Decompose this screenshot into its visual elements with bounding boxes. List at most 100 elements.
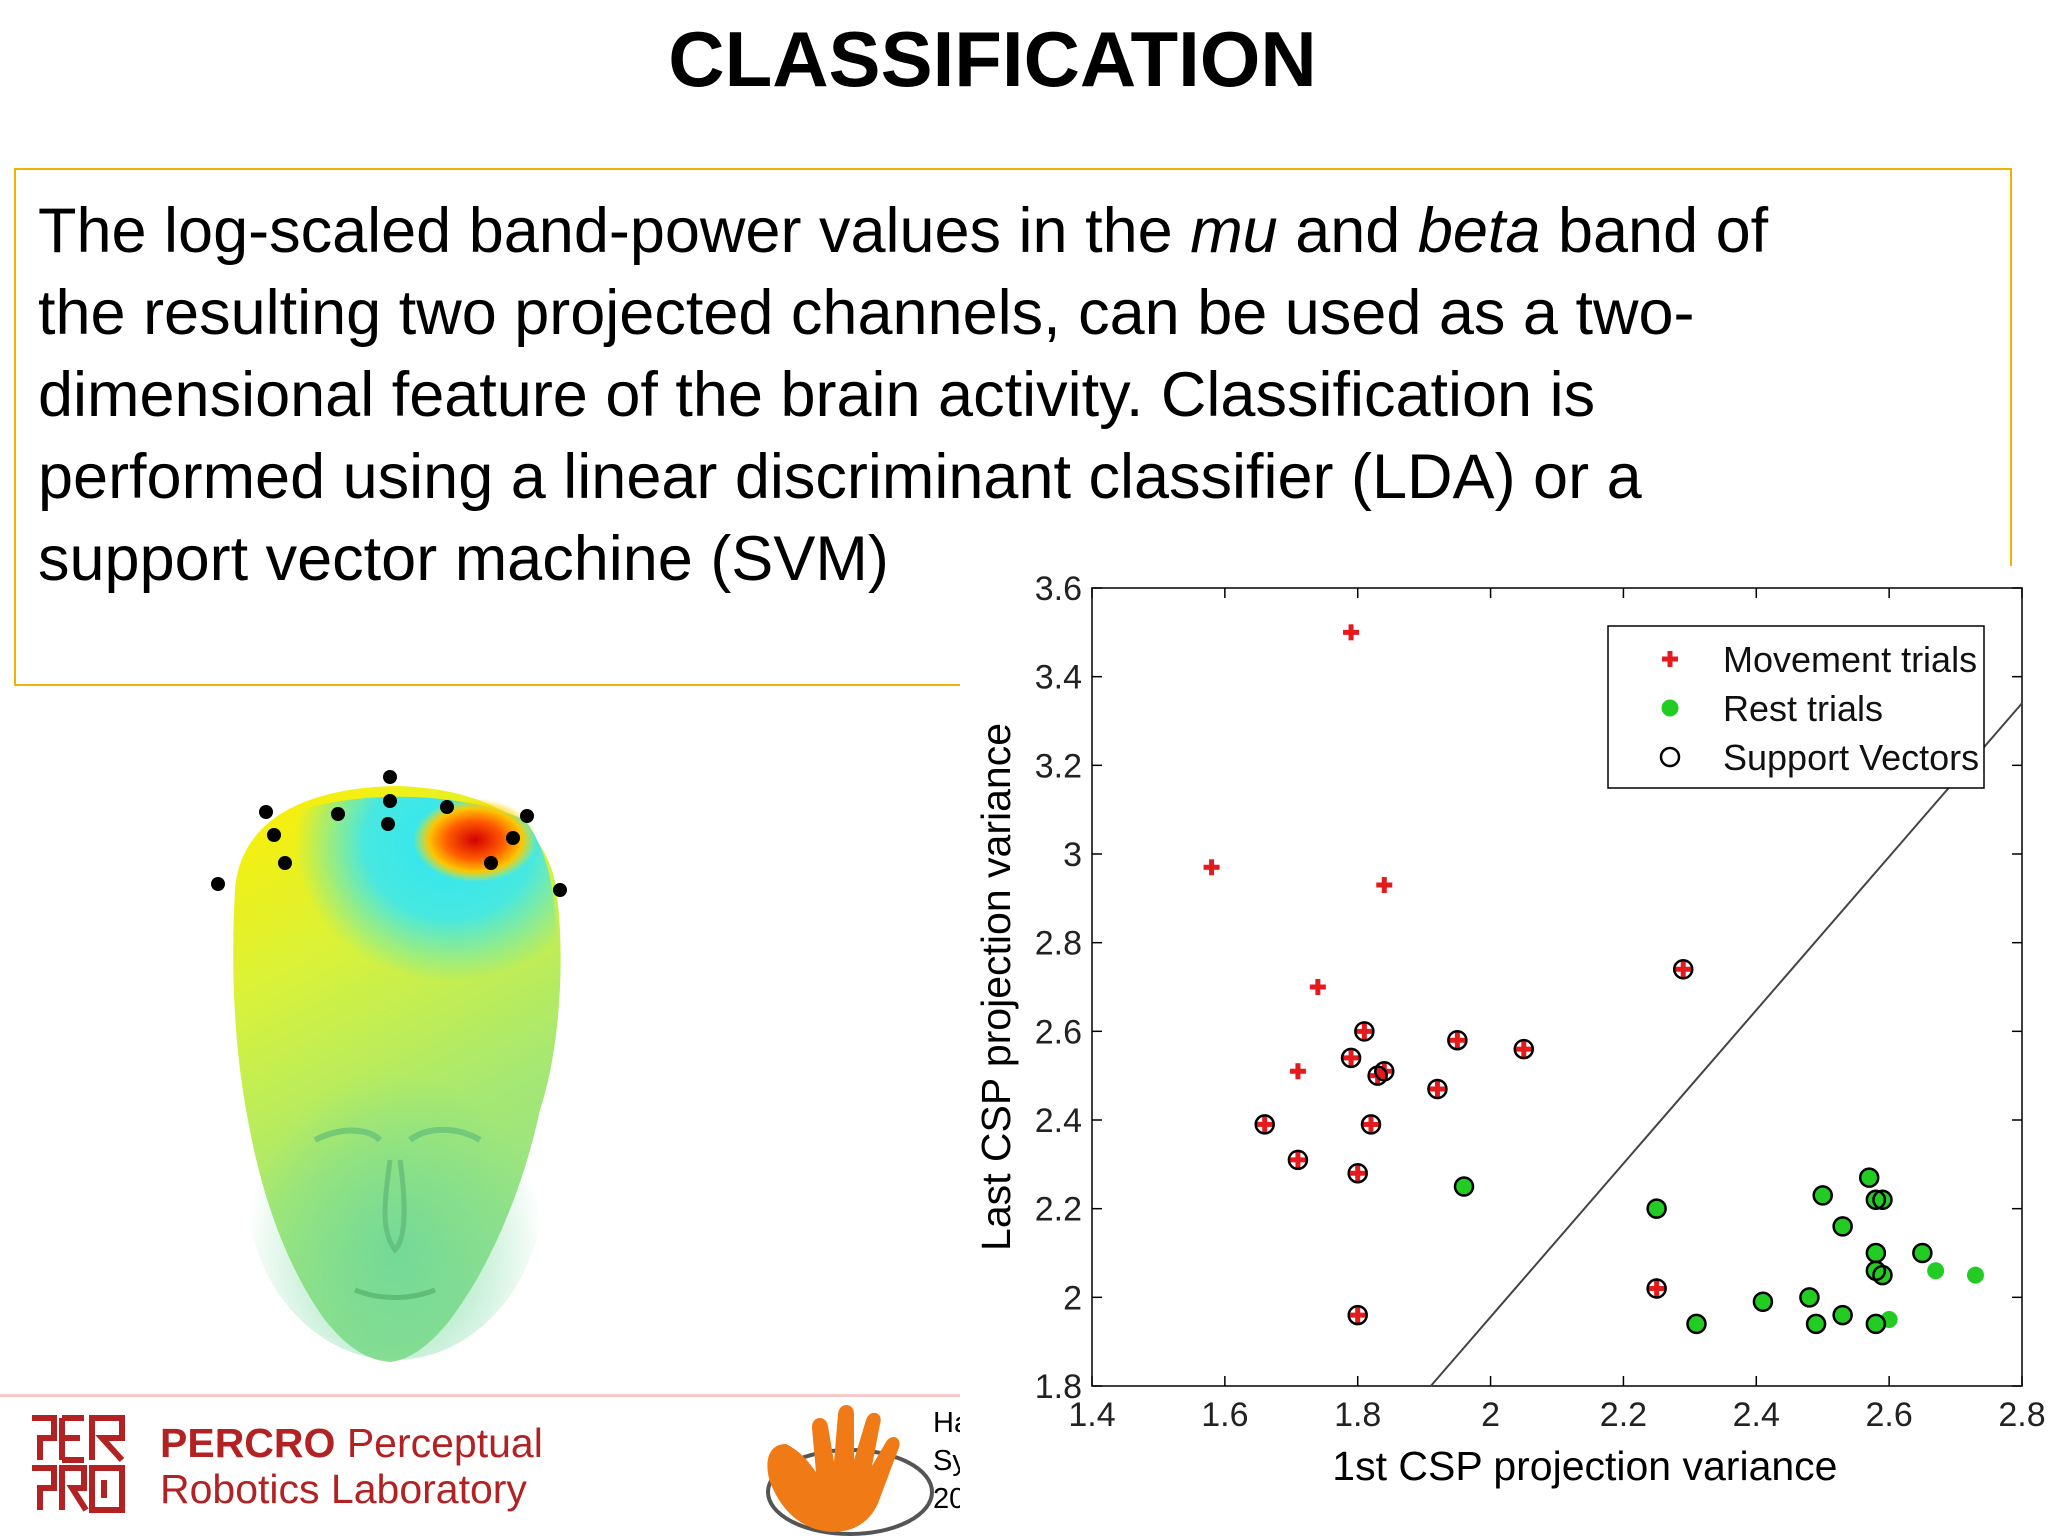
movement-trial-point	[1429, 1080, 1446, 1097]
support-vector-point	[1659, 746, 1681, 768]
movement-trial-point	[1449, 1032, 1466, 1049]
description-line-1b: and	[1277, 196, 1418, 266]
movement-trial-point	[1349, 1307, 1366, 1324]
rest-trial-point	[1913, 1244, 1931, 1262]
movement-trial-point	[1203, 859, 1220, 876]
y-tick-label: 2.8	[1035, 925, 1082, 963]
footer-divider	[0, 1394, 1010, 1397]
support-vector-point	[1832, 1216, 1853, 1237]
rest-trial-point	[1807, 1315, 1825, 1333]
support-vector-point	[1360, 1114, 1382, 1135]
rest-trial-point	[1867, 1315, 1885, 1333]
support-vector-point	[1513, 1038, 1535, 1060]
support-vector-point	[1254, 1114, 1275, 1135]
rest-trial-point	[1927, 1262, 1945, 1280]
lab-name-line-1: PERCRO Perceptual	[160, 1420, 543, 1466]
legend-item-label: Movement trials	[1723, 639, 1977, 680]
rest-trial-point	[1648, 1200, 1666, 1218]
support-vector-point	[1427, 1078, 1448, 1100]
description-text: The log-scaled band-power values in the …	[38, 190, 1978, 600]
rest-trial-point	[1814, 1186, 1832, 1204]
movement-trial-point	[1309, 979, 1326, 995]
description-line-4: performed using a linear discriminant cl…	[38, 442, 1642, 512]
support-vector-point	[1374, 1060, 1395, 1082]
support-vector-point	[1832, 1304, 1853, 1326]
rest-trial-point	[1867, 1244, 1885, 1262]
rest-trial-point	[1834, 1306, 1852, 1324]
x-tick-label: 2.8	[1998, 1396, 2045, 1434]
support-vector-point	[1347, 1304, 1368, 1326]
movement-trial-point	[1289, 1151, 1306, 1168]
plot-area	[1091, 587, 2023, 1387]
description-line-1: The log-scaled band-power values in the …	[38, 190, 1978, 272]
support-vector-point	[1865, 1189, 1887, 1211]
rest-trial-point	[1860, 1169, 1878, 1187]
decision-boundary-layer	[1430, 702, 2023, 1387]
support-vector-point	[1347, 1162, 1368, 1184]
lab-name-bold: PERCRO	[160, 1420, 336, 1466]
rest-trial-point	[1661, 699, 1679, 717]
y-tick-label: 2	[1063, 1279, 1082, 1317]
y-tick-label: 1.8	[1035, 1368, 1082, 1406]
movement-trial-point	[1648, 1280, 1665, 1297]
y-axis-label: Last CSP projection variance	[973, 723, 1019, 1251]
support-vector-point	[1805, 1313, 1827, 1335]
movement-trial-point	[1289, 1063, 1306, 1080]
y-tick-label: 2.6	[1035, 1013, 1082, 1051]
description-line-5: support vector machine (SVM)	[38, 524, 889, 594]
support-vector-point	[1912, 1242, 1933, 1264]
support-vector-point	[1447, 1029, 1468, 1051]
rest-trial-point	[1688, 1315, 1705, 1333]
rest-trial-point	[1874, 1191, 1891, 1209]
description-line-1a: The log-scaled band-power values in the	[38, 196, 1191, 266]
decision-boundary-line	[1430, 702, 2023, 1387]
support-vector-point	[1872, 1189, 1893, 1211]
description-line-3: dimensional feature of the brain activit…	[38, 360, 1596, 430]
x-tick-label: 2	[1481, 1396, 1500, 1434]
data-points	[1203, 624, 1984, 1335]
mu-term: mu	[1190, 196, 1278, 266]
legend-item-label: Support Vectors	[1723, 737, 1979, 778]
beta-term: beta	[1417, 196, 1541, 266]
x-tick-label: 1.4	[1068, 1396, 1115, 1434]
support-vector-point	[1453, 1176, 1475, 1197]
rest-trial-point	[1754, 1293, 1772, 1311]
y-tick-label: 3.4	[1035, 659, 1082, 697]
legend-item-label: Rest trials	[1723, 688, 1883, 729]
rest-trial-point	[1455, 1178, 1473, 1195]
support-vector-point	[1812, 1185, 1833, 1206]
hand-logo-icon	[766, 1405, 934, 1536]
x-axis-label: 1st CSP projection variance	[1332, 1443, 1837, 1489]
y-tick-label: 3.2	[1035, 747, 1082, 785]
x-tick-label: 1.6	[1201, 1396, 1248, 1434]
support-vector-point	[1646, 1198, 1667, 1219]
rest-trial-point	[1800, 1288, 1818, 1306]
movement-trial-point	[1662, 651, 1678, 667]
movement-trial-point	[1675, 961, 1692, 978]
support-vector-point	[1865, 1313, 1887, 1335]
description-line-1c: band of	[1540, 196, 1769, 266]
csp-scatter-chart: 1.4 1.6 1.8 2 2.2 2.4 2.6 2.8 1.8 2 2.2 2.4 2.6 2.8 3 3…	[960, 566, 2048, 1526]
x-tick-label: 2.2	[1600, 1396, 1647, 1434]
lab-name-line-1-rest: Perceptual	[335, 1420, 543, 1466]
chart-legend: Movement trials Rest trials Support Vector…	[1607, 625, 1985, 789]
support-vector-point	[1354, 1021, 1375, 1042]
slide-title: CLASSIFICATION	[668, 15, 1317, 103]
rest-trial-point	[1967, 1266, 1984, 1284]
support-vector-point	[1340, 1047, 1362, 1069]
support-vector-point	[1858, 1167, 1880, 1188]
y-tick-label: 3	[1063, 836, 1082, 874]
x-tick-label: 2.6	[1866, 1396, 1913, 1434]
movement-trial-point	[1515, 1041, 1532, 1058]
description-box: The log-scaled band-power values in the …	[14, 168, 2012, 686]
legend-item: Movement trials	[1662, 639, 1977, 680]
lab-name: PERCRO Perceptual Robotics Laboratory	[160, 1420, 543, 1512]
lab-name-line-2: Robotics Laboratory	[160, 1466, 527, 1512]
movement-trial-point	[1376, 877, 1393, 894]
support-vector-point	[1287, 1149, 1309, 1171]
legend-item: Support Vectors	[1659, 737, 1979, 778]
x-tick-label: 1.8	[1334, 1396, 1381, 1434]
percro-logo-icon	[32, 1415, 125, 1513]
movement-trial-point	[1343, 624, 1360, 641]
rest-trial-point	[1834, 1217, 1852, 1235]
